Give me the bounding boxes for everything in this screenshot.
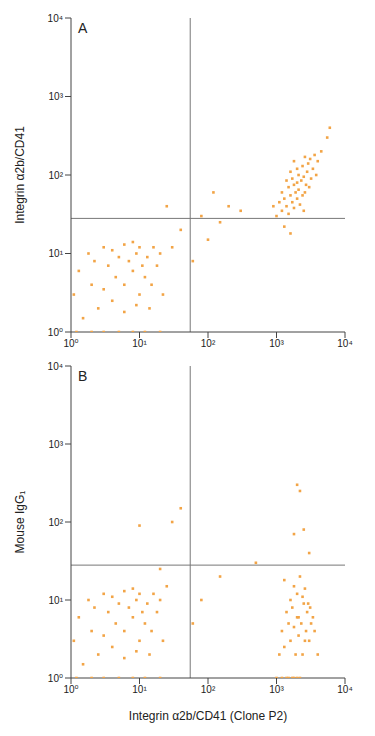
svg-text:10²: 10² bbox=[201, 338, 216, 349]
svg-text:10⁴: 10⁴ bbox=[48, 361, 63, 372]
svg-text:10¹: 10¹ bbox=[49, 595, 64, 606]
svg-text:10¹: 10¹ bbox=[49, 248, 64, 259]
svg-text:10³: 10³ bbox=[269, 338, 284, 349]
svg-text:10²: 10² bbox=[49, 517, 64, 528]
svg-text:10⁰: 10⁰ bbox=[48, 327, 63, 338]
svg-text:10²: 10² bbox=[201, 684, 216, 695]
html-text:A: A bbox=[78, 20, 88, 36]
svg-text:10⁴: 10⁴ bbox=[337, 684, 352, 695]
html-text:B: B bbox=[78, 368, 88, 384]
svg-text:10¹: 10¹ bbox=[132, 338, 147, 349]
svg-text:10¹: 10¹ bbox=[132, 684, 147, 695]
svg-text:10⁴: 10⁴ bbox=[337, 338, 352, 349]
svg-text:10⁰: 10⁰ bbox=[63, 338, 78, 349]
svg-text:10³: 10³ bbox=[49, 91, 64, 102]
svg-text:10⁴: 10⁴ bbox=[48, 13, 63, 24]
svg-text:10⁰: 10⁰ bbox=[48, 673, 63, 684]
svg-text:Mouse IgG₁: Mouse IgG₁ bbox=[13, 491, 27, 554]
svg-text:10³: 10³ bbox=[49, 439, 64, 450]
svg-text:10³: 10³ bbox=[269, 684, 284, 695]
svg-text:10²: 10² bbox=[49, 170, 64, 181]
svg-text:10⁰: 10⁰ bbox=[63, 684, 78, 695]
svg-text:Integrin α2b/CD41: Integrin α2b/CD41 bbox=[13, 126, 27, 224]
svg-text:Integrin α2b/CD41 (Clone P2): Integrin α2b/CD41 (Clone P2) bbox=[129, 709, 287, 723]
